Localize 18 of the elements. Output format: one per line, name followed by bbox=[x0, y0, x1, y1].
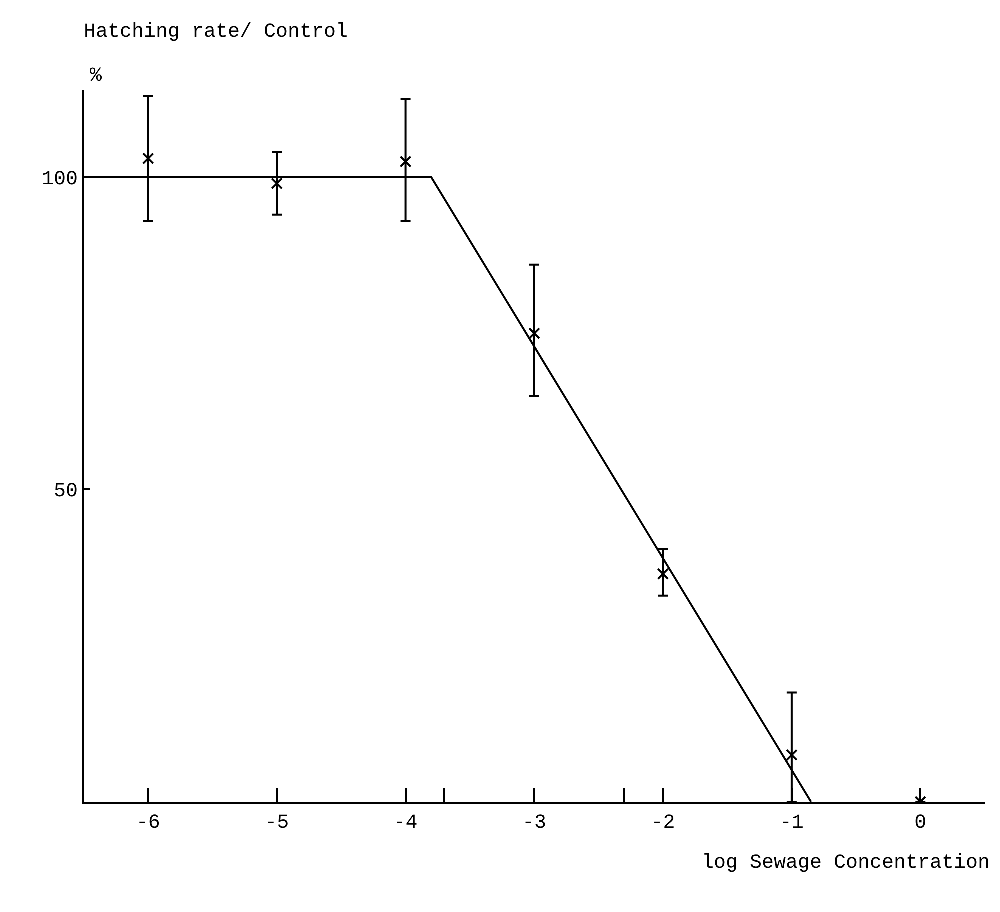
x-tick-label: -5 bbox=[265, 812, 290, 835]
x-tick-label: -6 bbox=[136, 812, 160, 835]
y-axis-title: % bbox=[90, 65, 103, 88]
chart-title: Hatching rate/ Control bbox=[84, 20, 348, 44]
x-tick-label: 0 bbox=[914, 812, 927, 835]
point bbox=[271, 178, 284, 190]
x-tick-label: -4 bbox=[394, 812, 418, 835]
point bbox=[528, 328, 540, 340]
point bbox=[142, 152, 154, 165]
point bbox=[400, 156, 412, 168]
point bbox=[786, 749, 798, 762]
y-tick-label: 50 bbox=[54, 480, 78, 504]
x-tick-label: -3 bbox=[522, 812, 547, 835]
point bbox=[657, 568, 670, 580]
x-tick-label: -2 bbox=[651, 812, 676, 835]
x-tick-label: -1 bbox=[780, 812, 804, 835]
y-tick-label: 100 bbox=[42, 168, 78, 192]
x-axis-title: log Sewage Concentration bbox=[702, 852, 990, 875]
